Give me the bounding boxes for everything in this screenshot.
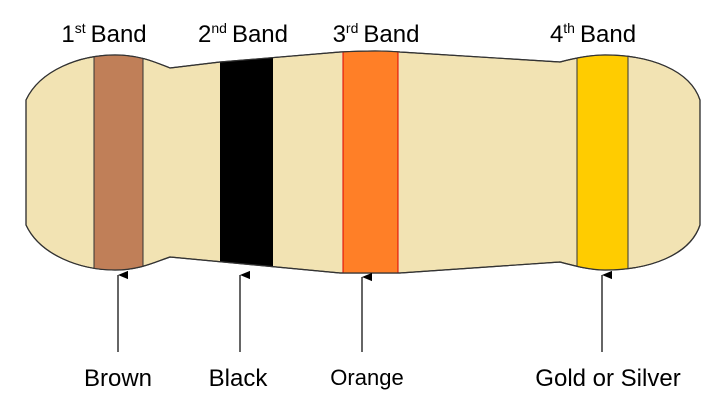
band-2-color-label: Black (209, 365, 269, 392)
band-2-heading: 2nd Band (198, 20, 288, 48)
band-2-black (220, 51, 273, 273)
band-1-heading: 1st Band (61, 20, 146, 48)
band-3-color-label: Orange (330, 365, 403, 390)
band-1-brown (93, 51, 144, 273)
band-3-heading: 3rd Band (333, 20, 420, 48)
band-4-heading: 4th Band (550, 20, 636, 48)
band-1-color-label: Brown (84, 365, 152, 392)
band-4-gold (576, 51, 629, 273)
band-4-color-label: Gold or Silver (535, 365, 680, 392)
band-3-orange (342, 51, 399, 273)
